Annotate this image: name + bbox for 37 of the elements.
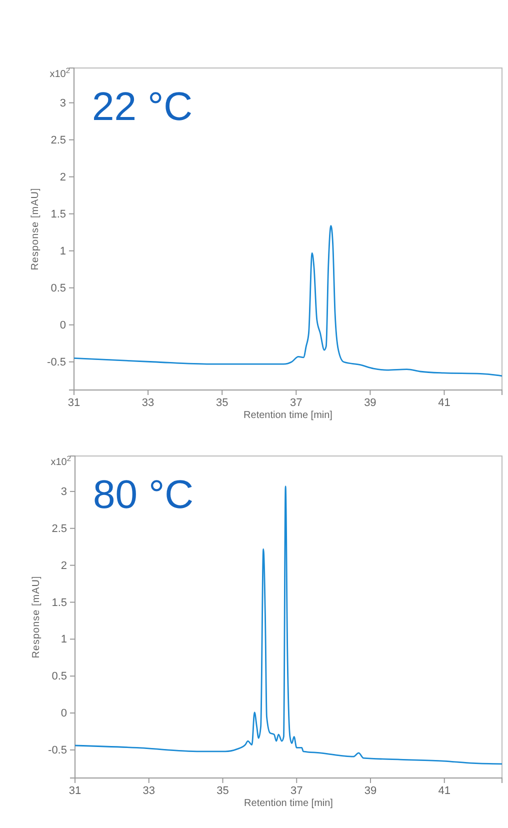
x-tick-label: 39 — [364, 396, 376, 409]
x-tick-label: 33 — [142, 784, 155, 797]
y-tick-label: 1.5 — [50, 208, 66, 220]
y-tick-label: 2.5 — [52, 522, 67, 535]
x-tick-label: 41 — [438, 784, 450, 797]
y-tick-label: 0 — [60, 319, 66, 332]
text: x10$^{2}$ — [50, 66, 70, 80]
x-tick-label: 35 — [216, 396, 228, 409]
x-tick-label: 31 — [68, 784, 82, 797]
x-axis-title: Retention time [min] — [244, 798, 334, 809]
x-tick-label: 37 — [290, 396, 302, 409]
y-tick-label: 1 — [60, 634, 67, 646]
y-tick-label: 1 — [60, 245, 66, 258]
y-tick-label: 1.5 — [52, 596, 67, 609]
y-tick-label: 0.5 — [50, 282, 66, 294]
x-tick-label: 33 — [142, 396, 154, 409]
x-tick-label: 31 — [68, 396, 80, 409]
y-axis-title: Response [mAU] — [31, 576, 42, 658]
line-series — [74, 224, 502, 377]
y-tick-label: 2 — [60, 560, 67, 572]
y-tick-label: -0.5 — [48, 744, 67, 756]
y-tick-label: 2 — [60, 171, 66, 184]
y-tick-label: 3 — [60, 97, 66, 110]
x-axis-title: Retention time [min] — [244, 410, 333, 421]
annotation: 22 °C — [92, 85, 192, 129]
text: x10$^{2}$ — [50, 454, 71, 468]
y-tick-label: 2.5 — [50, 134, 66, 146]
annotation: 80 °C — [93, 473, 194, 517]
y-tick-label: -0.5 — [47, 356, 66, 368]
y-tick-label: 0 — [60, 708, 67, 720]
x-tick-label: 41 — [438, 396, 450, 409]
x-tick-label: 39 — [364, 784, 377, 797]
y-tick-label: 3 — [60, 486, 67, 498]
x-tick-label: 37 — [290, 784, 303, 797]
y-tick-label: 0.5 — [52, 670, 67, 683]
x-tick-label: 35 — [216, 784, 229, 797]
y-axis-title: Response [mAU] — [30, 188, 41, 270]
